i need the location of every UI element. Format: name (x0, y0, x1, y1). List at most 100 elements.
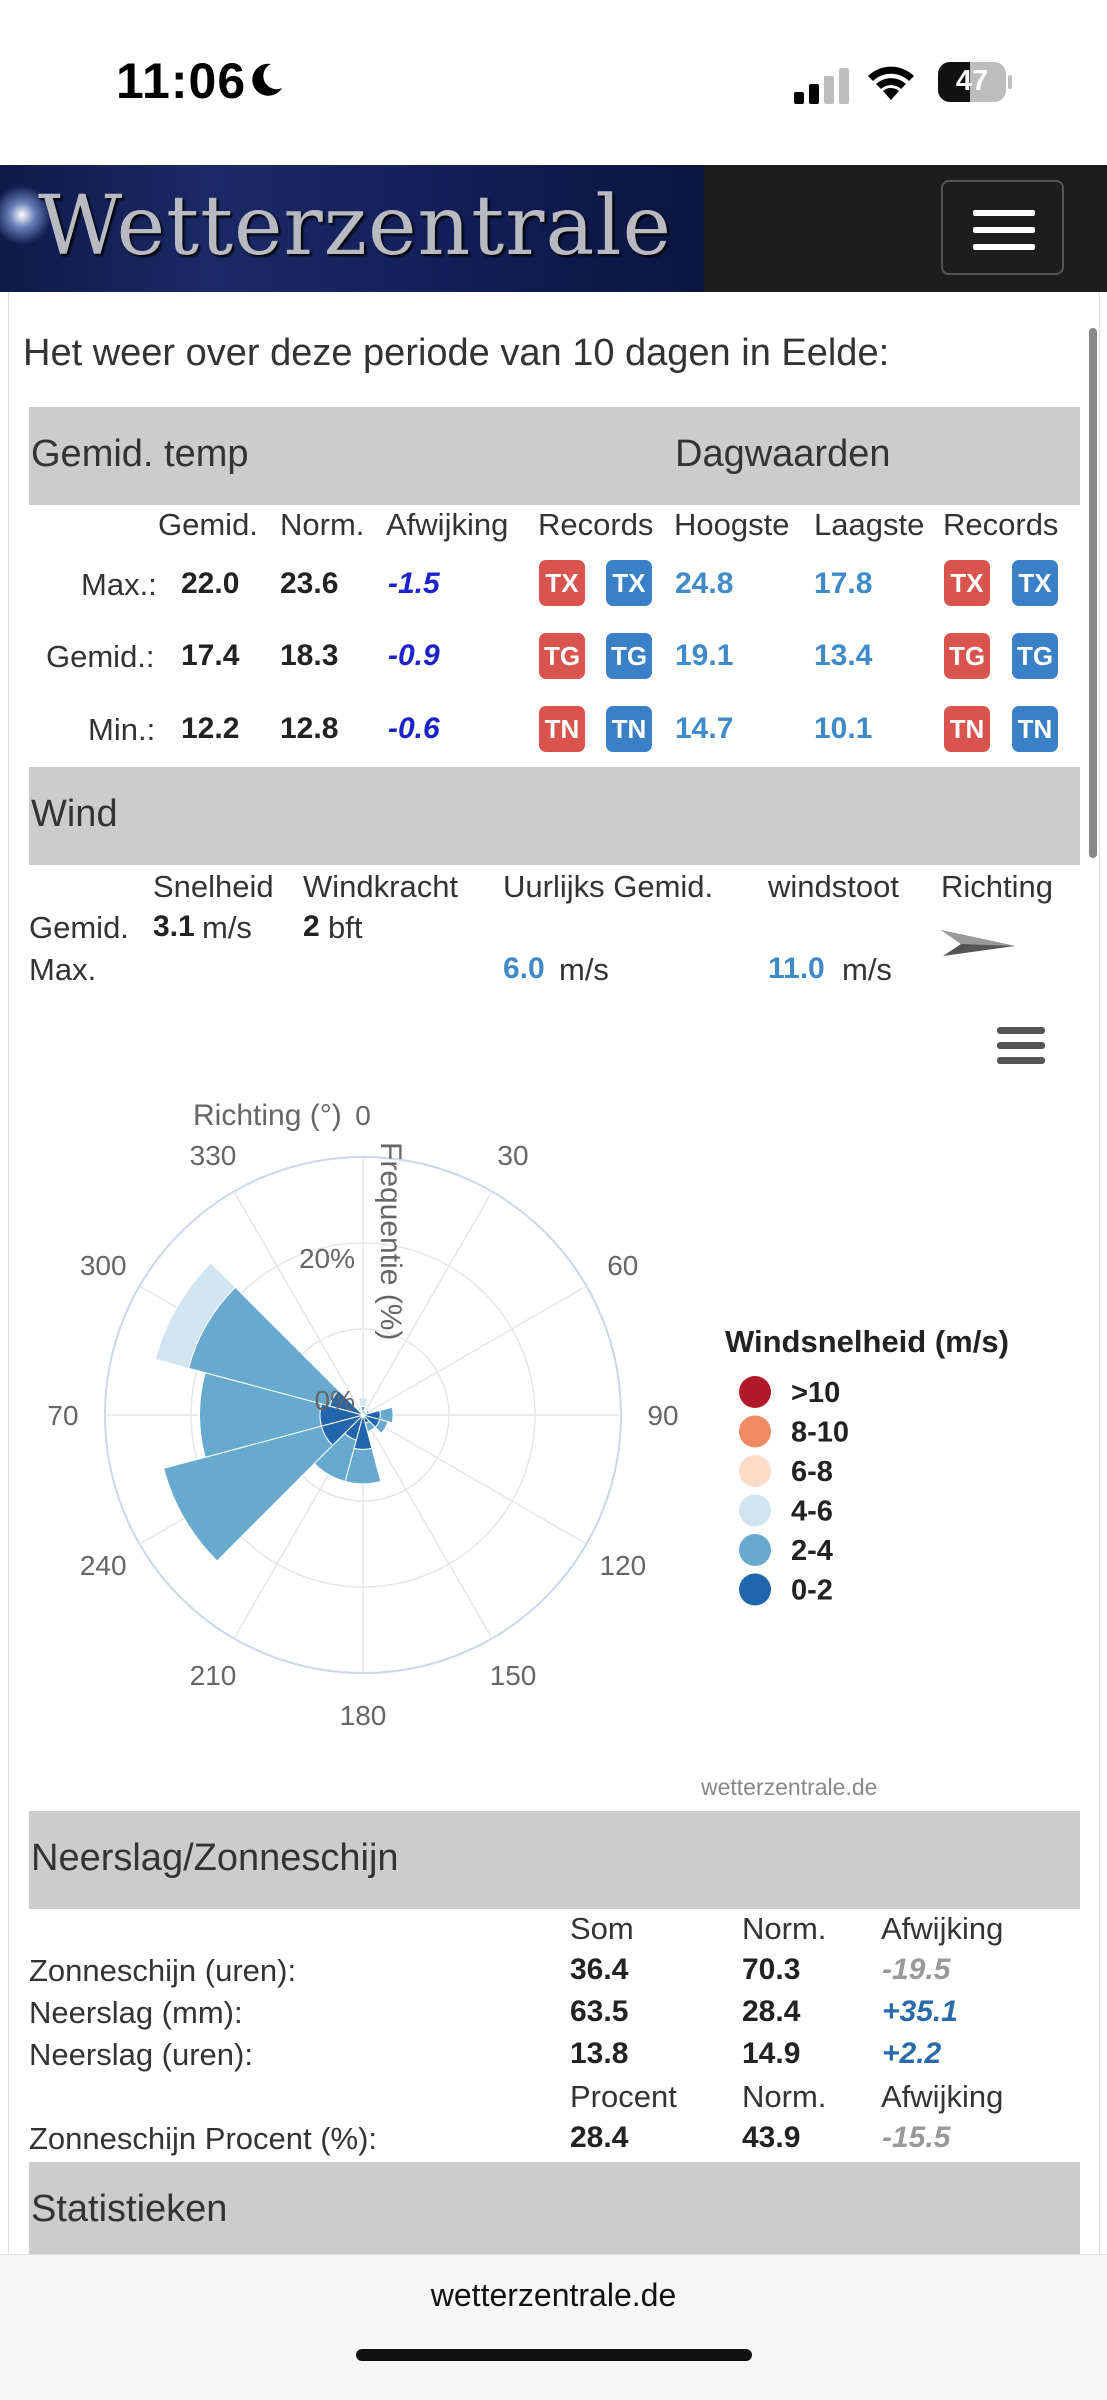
day-record-badge-high-max[interactable]: TX (944, 560, 990, 606)
site-header: Wetterzentrale (0, 165, 1107, 292)
wind-avg-force: 2 (303, 910, 320, 943)
precip-header-deviation: Afwijking (881, 1911, 1004, 1946)
wind-avg-speed-unit: m/s (202, 910, 252, 945)
wind-header-force: Windkracht (303, 869, 459, 904)
record-badge-high-max[interactable]: TX (539, 560, 585, 606)
pct-header-percent: Procent (570, 2079, 677, 2114)
rose-direction-label: 0 (355, 1100, 371, 1131)
status-time: 11:06 (116, 53, 247, 109)
page-scrollbar[interactable] (1089, 328, 1097, 858)
rose-grid-spoke (362, 1414, 493, 1639)
legend-swatch[interactable] (739, 1573, 771, 1606)
legend-item-label[interactable]: 2-4 (791, 1535, 833, 1567)
pct-header-norm: Norm. (742, 2079, 827, 2114)
record-badge-high-avg[interactable]: TG (539, 633, 585, 679)
hamburger-icon (973, 210, 1035, 216)
wind-max-hourly-unit: m/s (559, 952, 609, 987)
col-header-deviation: Afwijking (386, 507, 509, 542)
sunshine-pct-deviation: -15.5 (882, 2121, 951, 2154)
legend-swatch[interactable] (739, 1494, 771, 1527)
sunshine-pct-value: 28.4 (570, 2121, 629, 2154)
precip-hours-label: Neerslag (uren): (29, 2037, 253, 2072)
avg-highest: 19.1 (675, 639, 734, 672)
min-avg: 12.2 (181, 712, 240, 745)
page-title: Het weer over deze periode van 10 dagen … (23, 332, 890, 374)
day-record-badge-high-avg[interactable]: TG (944, 633, 990, 679)
legend-swatch[interactable] (739, 1415, 771, 1448)
legend-swatch[interactable] (739, 1455, 771, 1487)
wind-max-gust: 11.0 (768, 952, 825, 985)
wind-section-header: Wind (29, 767, 1080, 865)
day-record-badge-high-min[interactable]: TN (944, 706, 990, 752)
moon-icon (252, 63, 282, 96)
wifi-icon (868, 66, 914, 100)
record-badge-high-min[interactable]: TN (539, 706, 585, 752)
sunshine-hours-sum: 36.4 (570, 1953, 629, 1986)
avg-norm: 18.3 (280, 639, 339, 672)
rose-direction-label: 30 (497, 1140, 528, 1171)
rose-bar-300-0-2[interactable] (329, 1389, 365, 1416)
rose-bar-0-2-4[interactable] (360, 1405, 366, 1412)
precip-mm-sum: 63.5 (570, 1995, 629, 2028)
battery-icon: 47 (938, 62, 1012, 102)
legend-item-label[interactable]: 6-8 (791, 1456, 833, 1488)
max-lowest: 17.8 (814, 567, 873, 600)
menu-toggle-button[interactable] (941, 180, 1064, 275)
col-header-avg: Gemid. (158, 507, 258, 542)
home-indicator[interactable] (356, 2349, 752, 2361)
max-deviation: -1.5 (388, 567, 440, 600)
day-record-badge-low-avg[interactable]: TG (1012, 633, 1058, 679)
legend-item-label[interactable]: 4-6 (791, 1496, 833, 1528)
rose-bar-240-2-4[interactable] (163, 1425, 334, 1562)
record-badge-low-max[interactable]: TX (606, 560, 652, 606)
rose-direction-label: 300 (80, 1250, 127, 1281)
cellular-signal-icon (794, 68, 849, 104)
precip-header-sum: Som (570, 1911, 634, 1946)
stats-section-label: Statistieken (31, 2188, 228, 2230)
legend-swatch[interactable] (739, 1376, 771, 1408)
precip-section-label: Neerslag/Zonneschijn (31, 1837, 399, 1879)
wind-header-hourly: Uurlijks Gemid. (503, 869, 714, 904)
wind-max-hourly: 6.0 (503, 952, 545, 985)
rose-grid-spoke (362, 1285, 587, 1416)
browser-url[interactable]: wetterzentrale.de (430, 2277, 677, 2313)
precip-section-header: Neerslag/Zonneschijn (29, 1811, 1080, 1909)
legend-title: Windsnelheid (m/s) (725, 1324, 1009, 1359)
legend-item-label[interactable]: 8-10 (791, 1417, 849, 1449)
rose-direction-label: 60 (607, 1250, 638, 1281)
browser-address-bar[interactable]: wetterzentrale.de (0, 2254, 1107, 2400)
rose-direction-label: 150 (490, 1660, 537, 1691)
wind-section-label: Wind (31, 793, 118, 835)
temp-section-header: Gemid. temp Dagwaarden (29, 407, 1080, 505)
site-logo[interactable]: Wetterzentrale (0, 165, 704, 292)
max-norm: 23.6 (280, 567, 339, 600)
rose-bar-0-4-6[interactable] (357, 1397, 369, 1408)
chart-credit[interactable]: wetterzentrale.de (701, 1774, 878, 1800)
avg-deviation: -0.9 (388, 639, 440, 672)
wind-header-direction: Richting (941, 869, 1053, 904)
temp-section-label: Gemid. temp (31, 433, 249, 475)
precip-hours-norm: 14.9 (742, 2037, 801, 2070)
chart-menu-icon (997, 1027, 1045, 1034)
sunshine-hours-deviation: -19.5 (882, 1953, 951, 1986)
sunshine-pct-label: Zonneschijn Procent (%): (29, 2121, 378, 2156)
chart-menu-button[interactable] (997, 1027, 1047, 1067)
rose-direction-label: 330 (190, 1140, 237, 1171)
record-badge-low-avg[interactable]: TG (606, 633, 652, 679)
wind-avg-force-unit: bft (328, 910, 363, 945)
precip-hours-sum: 13.8 (570, 2037, 629, 2070)
rose-direction-label: 210 (190, 1660, 237, 1691)
col-header-lowest: Laagste (814, 507, 925, 542)
rose-direction-label: 180 (340, 1700, 387, 1731)
min-highest: 14.7 (675, 712, 734, 745)
record-badge-low-min[interactable]: TN (606, 706, 652, 752)
legend-item-label[interactable]: 0-2 (791, 1575, 833, 1607)
status-bar: 11:06 47 (0, 0, 1107, 165)
sunshine-hours-norm: 70.3 (742, 1953, 801, 1986)
day-record-badge-low-min[interactable]: TN (1012, 706, 1058, 752)
day-record-badge-low-max[interactable]: TX (1012, 560, 1058, 606)
legend-item-label[interactable]: >10 (791, 1377, 840, 1409)
battery-percent: 47 (955, 65, 989, 97)
min-lowest: 10.1 (814, 712, 873, 745)
legend-swatch[interactable] (739, 1534, 771, 1566)
